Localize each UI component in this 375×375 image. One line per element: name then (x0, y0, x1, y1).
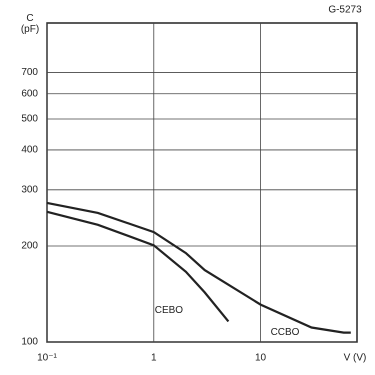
y-tick-label: 600 (21, 88, 38, 99)
curve (46, 210, 230, 323)
y-tick-label: 400 (21, 145, 38, 156)
y-tick-label: 500 (21, 114, 38, 125)
x-tick-label: 10⁻¹ (37, 353, 57, 364)
x-tick-label: 1 (151, 353, 157, 364)
y-tick-label: 200 (21, 241, 38, 252)
curve-label: CCBO (271, 327, 300, 338)
x-tick-label: 10 (255, 353, 267, 364)
y-tick-label: 700 (21, 67, 38, 78)
y-axis-label: C (pF) (21, 13, 39, 35)
figure-code: G-5273 (328, 5, 362, 16)
plot-frame (46, 22, 358, 343)
curve-label: CEBO (155, 305, 184, 316)
curve (46, 201, 351, 334)
y-tick-label: 300 (21, 184, 38, 195)
x-axis-label: V (V) (344, 353, 367, 364)
y-tick-label: 100 (21, 337, 38, 348)
